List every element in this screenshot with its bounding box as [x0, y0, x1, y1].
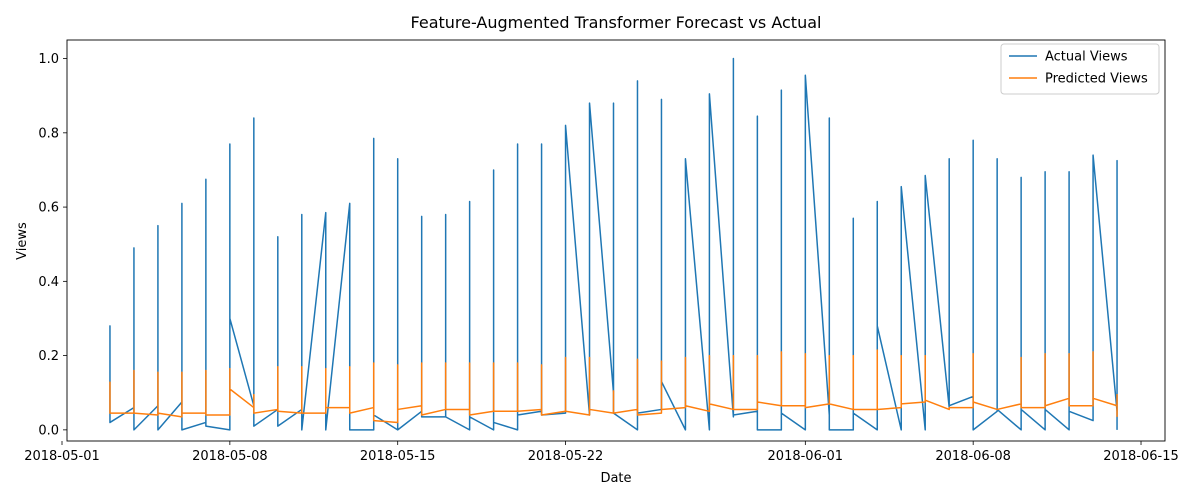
- legend: Actual Views Predicted Views: [1000, 43, 1160, 95]
- y-tick-label: 1.0: [38, 52, 59, 67]
- y-tick-label: 0.6: [38, 201, 59, 216]
- x-axis: 2018-05-01 2018-05-08 2018-05-15 2018-05-22…: [24, 441, 1179, 464]
- x-tick-label: 2018-06-15: [1103, 449, 1179, 464]
- x-axis-label: Date: [600, 471, 631, 486]
- x-tick-label: 2018-05-01: [24, 449, 100, 464]
- plot-area: [66, 39, 1166, 442]
- x-tick-label: 2018-05-15: [360, 449, 436, 464]
- x-tick-label: 2018-06-08: [935, 449, 1011, 464]
- y-tick-label: 0.4: [38, 275, 59, 290]
- legend-label-predicted-views: Predicted Views: [1045, 72, 1148, 87]
- y-axis: 0.0 0.2 0.4 0.6 0.8 1.0: [38, 52, 67, 438]
- legend-box: [1000, 43, 1160, 95]
- y-tick-label: 0.8: [38, 126, 59, 141]
- series-layer: [109, 57, 1118, 431]
- x-tick-label: 2018-05-22: [528, 449, 604, 464]
- x-tick-label: 2018-05-08: [192, 449, 268, 464]
- y-tick-label: 0.2: [38, 349, 59, 364]
- x-tick-label: 2018-06-01: [768, 449, 844, 464]
- chart-title: Feature-Augmented Transformer Forecast v…: [411, 13, 822, 32]
- y-tick-label: 0.0: [38, 423, 59, 438]
- series-line-predicted-views: [109, 349, 1118, 424]
- axes-frame: [66, 39, 1166, 442]
- legend-label-actual-views: Actual Views: [1045, 50, 1128, 65]
- y-axis-label: Views: [15, 222, 30, 260]
